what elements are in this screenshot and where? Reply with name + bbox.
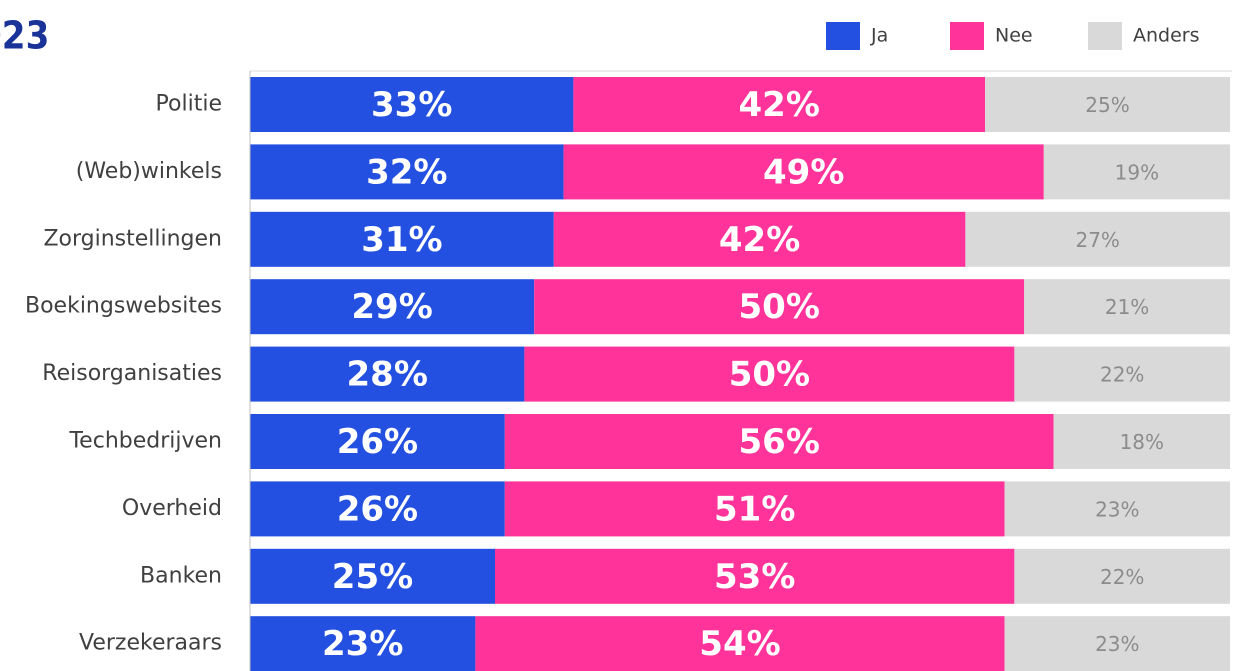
legend-swatch bbox=[1088, 22, 1122, 50]
data-label: 56% bbox=[739, 422, 820, 462]
data-label: 49% bbox=[763, 152, 844, 192]
y-tick-label: Techbedrijven bbox=[68, 429, 222, 454]
bar-segment bbox=[250, 548, 495, 604]
data-label: 25% bbox=[1085, 93, 1129, 117]
data-label: 32% bbox=[366, 152, 447, 192]
bar-segment bbox=[475, 616, 1005, 671]
data-label: 33% bbox=[371, 85, 452, 125]
legend-swatch bbox=[950, 22, 984, 50]
bar-segment bbox=[534, 279, 1025, 335]
bar-segment bbox=[1024, 279, 1230, 335]
data-label: 18% bbox=[1120, 430, 1164, 454]
data-label: 23% bbox=[322, 624, 403, 664]
data-label: 53% bbox=[714, 557, 795, 597]
bar-segment bbox=[495, 548, 1015, 604]
data-label: 22% bbox=[1100, 363, 1144, 387]
data-label: 22% bbox=[1100, 565, 1144, 589]
bar-segment bbox=[250, 414, 505, 469]
bar-segment bbox=[524, 346, 1015, 402]
bar-segment bbox=[250, 77, 574, 132]
bar-segment bbox=[504, 414, 1054, 469]
legend-label: Anders bbox=[1133, 25, 1200, 47]
data-label: 31% bbox=[361, 220, 442, 260]
y-tick-label: Zorginstellingen bbox=[43, 226, 222, 251]
bar-segment bbox=[250, 481, 505, 537]
bar-segment bbox=[1043, 144, 1230, 200]
y-tick-label: Boekingswebsites bbox=[25, 294, 222, 319]
data-label: 25% bbox=[332, 557, 413, 597]
y-tick-label: (Web)winkels bbox=[76, 159, 222, 184]
y-tick-label: Reisorganisaties bbox=[42, 361, 222, 386]
bar-segment bbox=[1004, 481, 1230, 537]
data-label: 42% bbox=[739, 85, 820, 125]
data-label: 29% bbox=[351, 287, 432, 327]
data-label: 42% bbox=[719, 220, 800, 260]
bar-segment bbox=[250, 279, 535, 335]
data-label: 50% bbox=[729, 355, 810, 395]
y-tick-label: Verzekeraars bbox=[79, 631, 222, 656]
y-tick-label: Politie bbox=[156, 92, 222, 117]
bar-segment bbox=[1053, 414, 1230, 469]
bar-segment bbox=[965, 211, 1230, 267]
bar-segment bbox=[573, 77, 985, 132]
data-label: 54% bbox=[699, 624, 780, 664]
bar-segment bbox=[553, 211, 966, 267]
bar-segment bbox=[250, 211, 554, 267]
legend-label: Nee bbox=[995, 25, 1033, 47]
data-label: 26% bbox=[337, 422, 418, 462]
data-label: 51% bbox=[714, 489, 795, 529]
bar-segment bbox=[504, 481, 1005, 537]
y-tick-label: Overheid bbox=[122, 496, 222, 521]
data-label: 19% bbox=[1115, 160, 1159, 184]
bar-segment bbox=[1004, 616, 1230, 671]
data-label: 28% bbox=[347, 355, 428, 395]
bar-segment bbox=[250, 346, 525, 402]
data-label: 23% bbox=[1095, 632, 1139, 656]
bar-segment bbox=[1014, 548, 1230, 604]
data-label: 23% bbox=[1095, 497, 1139, 521]
data-label: 50% bbox=[739, 287, 820, 327]
data-label: 27% bbox=[1075, 228, 1119, 252]
bar-segment bbox=[985, 77, 1230, 132]
data-label: 26% bbox=[337, 489, 418, 529]
legend-swatch bbox=[826, 22, 860, 50]
bar-segment bbox=[1014, 346, 1230, 402]
legend-label: Ja bbox=[870, 25, 888, 47]
bar-segment bbox=[250, 144, 564, 200]
bar-segment bbox=[250, 616, 476, 671]
chart-title: 023 bbox=[0, 14, 49, 58]
bar-segment bbox=[563, 144, 1044, 200]
data-label: 21% bbox=[1105, 295, 1149, 319]
y-tick-label: Banken bbox=[140, 563, 222, 588]
